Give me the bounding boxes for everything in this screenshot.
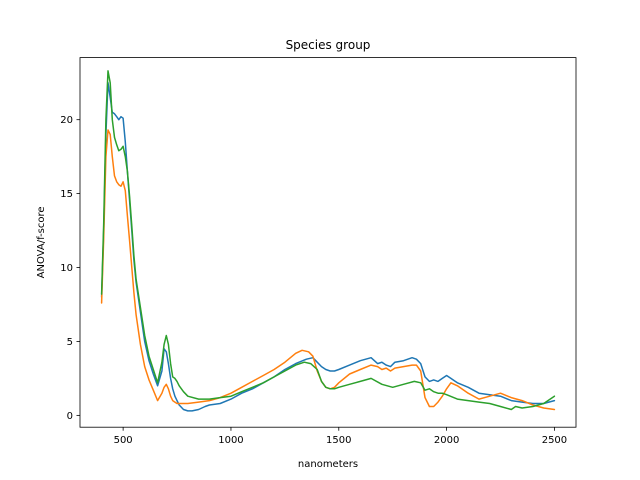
series-line-2 (100, 129, 556, 411)
y-axis-label: ANOVA/f-score (36, 206, 47, 278)
x-tick-label: 1000 (218, 435, 243, 446)
y-tick-label: 10 (60, 263, 73, 274)
x-axis: 500 1000 1500 2000 2500 (114, 427, 567, 446)
series-layer (100, 70, 556, 412)
y-tick-label: 5 (67, 337, 73, 348)
x-axis-label: nanometers (298, 459, 358, 470)
series-line-3 (100, 70, 556, 411)
y-tick-label: 15 (60, 189, 73, 200)
x-tick-label: 2500 (542, 435, 567, 446)
x-tick-label: 500 (114, 435, 133, 446)
chart-title: Species group (286, 38, 371, 52)
x-tick-label: 2000 (434, 435, 459, 446)
y-tick-label: 20 (60, 115, 73, 126)
y-axis: 0 5 10 15 20 (60, 115, 80, 422)
y-tick-label: 0 (67, 411, 73, 422)
axes-frame (79, 57, 577, 428)
x-tick-label: 1500 (326, 435, 351, 446)
